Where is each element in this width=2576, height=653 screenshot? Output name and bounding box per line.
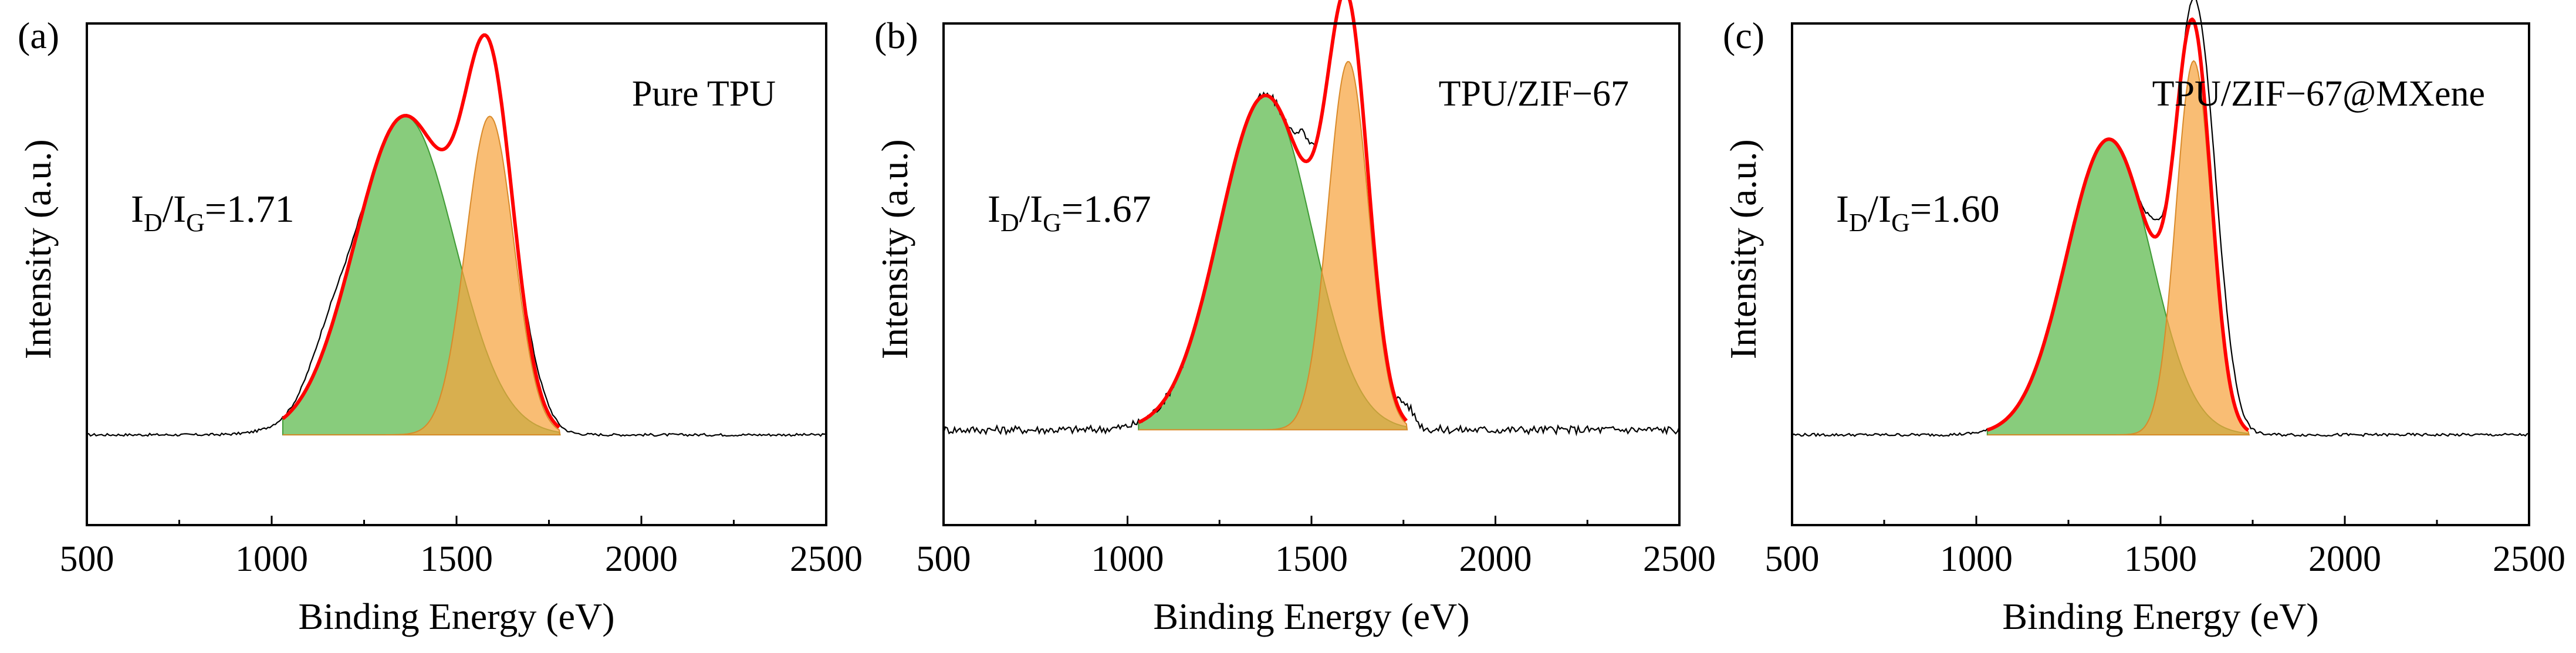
x-tick-label: 500 bbox=[917, 539, 971, 579]
cumulative-fit-line bbox=[282, 33, 560, 429]
x-axis-title: Binding Energy (eV) bbox=[1153, 596, 1469, 637]
y-axis-title: Intensity (a.u.) bbox=[874, 139, 915, 359]
g-band-area bbox=[282, 116, 561, 436]
panel-b: 500 1000 1500 2000 2500 Binding Energy (eV) In… bbox=[874, 0, 1716, 637]
panel-c: 500 1000 1500 2000 2500 Binding Energy (eV) In… bbox=[1722, 0, 2565, 637]
raw-spectrum-line bbox=[1791, 0, 2530, 438]
x-tick-label: 1500 bbox=[2124, 539, 2197, 579]
x-tick-label: 2500 bbox=[1643, 539, 1716, 579]
x-tick-label: 2000 bbox=[605, 539, 678, 579]
cumulative-fit-line bbox=[1986, 17, 2250, 432]
x-tick-label: 1000 bbox=[1091, 539, 1164, 579]
x-tick-label: 500 bbox=[1765, 539, 1820, 579]
y-axis-title: Intensity (a.u.) bbox=[17, 139, 59, 359]
x-tick-label: 1500 bbox=[420, 539, 493, 579]
x-tick-label: 1000 bbox=[235, 539, 308, 579]
x-tick-label: 1000 bbox=[1940, 539, 2013, 579]
raw-spectrum-line bbox=[942, 0, 1681, 437]
panel-label: (b) bbox=[874, 15, 918, 56]
panel-label: (c) bbox=[1723, 15, 1764, 56]
id-ig-ratio-label: ID/IG=1.71 bbox=[131, 188, 295, 237]
x-tick-label: 2000 bbox=[2308, 539, 2381, 579]
sample-label: TPU/ZIF−67@MXene bbox=[2152, 74, 2485, 114]
sample-label: TPU/ZIF−67 bbox=[1439, 74, 1629, 114]
panel-a: 500 1000 1500 2000 2500 Binding Energy (eV) In… bbox=[17, 15, 863, 637]
x-axis-title: Binding Energy (eV) bbox=[2002, 596, 2318, 637]
x-tick-label: 1500 bbox=[1275, 539, 1348, 579]
panel-label: (a) bbox=[18, 15, 59, 56]
x-tick-label: 2500 bbox=[2493, 539, 2565, 579]
x-tick-label: 500 bbox=[60, 539, 114, 579]
x-tick-label: 2500 bbox=[790, 539, 863, 579]
x-axis-title: Binding Energy (eV) bbox=[298, 596, 614, 637]
sample-label: Pure TPU bbox=[632, 74, 776, 114]
id-ig-ratio-label: ID/IG=1.60 bbox=[1836, 188, 2000, 237]
x-tick-label: 2000 bbox=[1459, 539, 1532, 579]
g-band-area bbox=[1138, 61, 1408, 431]
cumulative-fit-line bbox=[1138, 0, 1408, 424]
id-ig-ratio-label: ID/IG=1.67 bbox=[988, 188, 1151, 237]
y-axis-title: Intensity (a.u.) bbox=[1722, 139, 1764, 359]
